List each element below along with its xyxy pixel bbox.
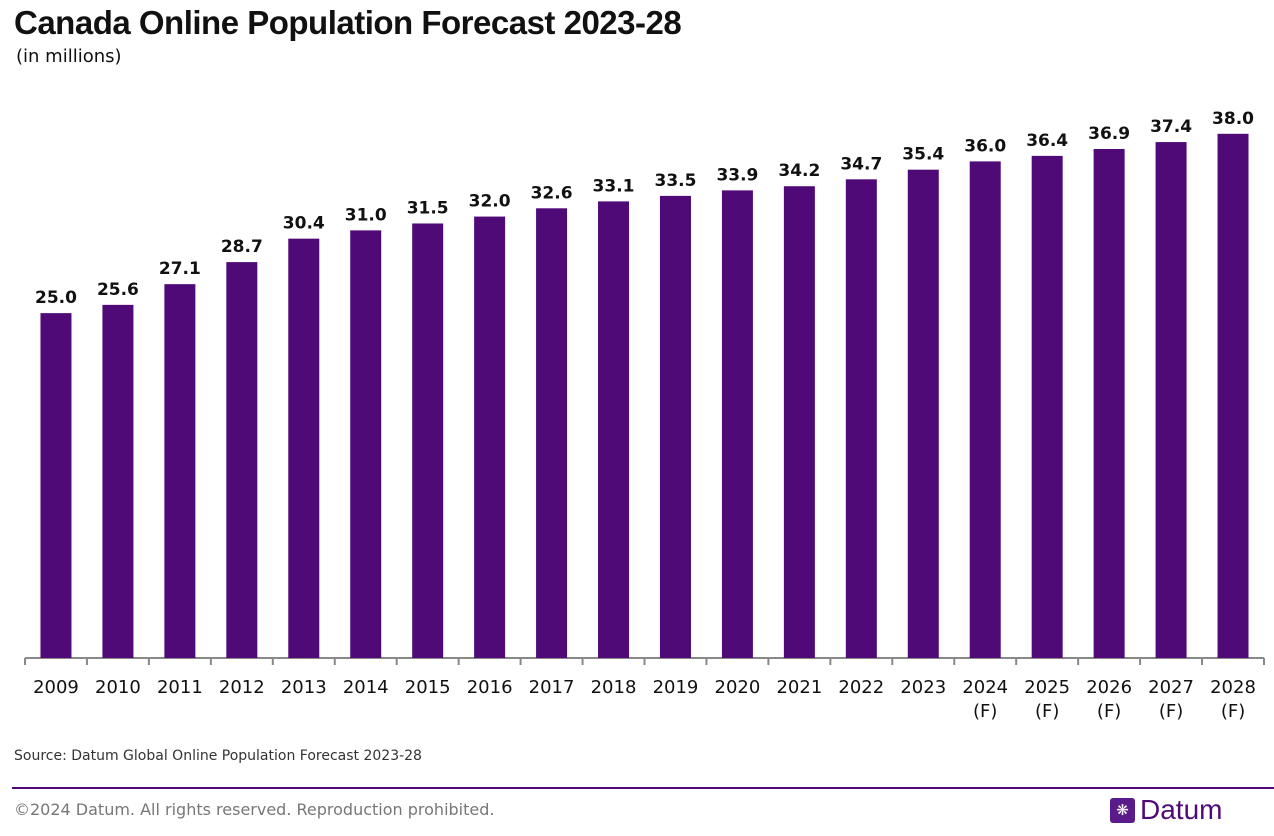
data-label: 32.0	[469, 192, 511, 212]
data-label: 32.6	[531, 183, 573, 203]
bar	[164, 284, 196, 658]
datum-logo: ❋ Datum	[1110, 794, 1222, 826]
x-tick-label: 2018	[591, 677, 637, 698]
footer-divider	[12, 787, 1274, 789]
data-label: 36.9	[1088, 124, 1130, 144]
data-label: 36.4	[1026, 131, 1068, 151]
bar	[102, 304, 134, 658]
data-label: 30.4	[283, 214, 325, 234]
x-tick-label: 2027	[1148, 677, 1194, 698]
bar	[1031, 155, 1063, 658]
data-label: 35.4	[902, 145, 944, 165]
x-tick-label: (F)	[1159, 701, 1183, 722]
x-tick-label: 2015	[405, 677, 451, 698]
data-label: 27.1	[159, 259, 201, 279]
x-tick-label: 2016	[467, 677, 513, 698]
x-tick-label: 2021	[776, 677, 822, 698]
bar	[288, 238, 320, 659]
data-label: 37.4	[1150, 117, 1192, 137]
bar	[350, 230, 382, 659]
bar	[40, 313, 72, 658]
data-label: 25.6	[97, 280, 139, 300]
bar	[598, 201, 630, 658]
bar	[907, 169, 939, 658]
globe-icon: ❋	[1110, 797, 1135, 823]
bar	[783, 186, 815, 658]
x-tick-label: 2022	[838, 677, 884, 698]
x-tick-label: (F)	[1035, 701, 1059, 722]
bar	[226, 262, 258, 658]
x-tick-label: 2024	[962, 677, 1008, 698]
source-note: Source: Datum Global Online Population F…	[14, 748, 422, 764]
bar	[1217, 133, 1249, 658]
bar	[1093, 148, 1125, 658]
bar	[412, 223, 444, 659]
bar	[721, 190, 753, 658]
x-tick-label: 2023	[900, 677, 946, 698]
bar	[845, 179, 877, 658]
data-label: 34.2	[778, 161, 820, 181]
copyright: ©2024 Datum. All rights reserved. Reprod…	[14, 800, 495, 819]
x-tick-label: 2010	[95, 677, 141, 698]
chart-title: Canada Online Population Forecast 2023-2…	[14, 4, 682, 41]
bar	[969, 161, 1001, 658]
data-label: 34.7	[840, 154, 882, 174]
bar-chart: 25.0 2009 25.6 2010 27.1 2011 28.7 2012 30.4 2013…	[24, 109, 1265, 722]
x-tick-label: 2013	[281, 677, 327, 698]
data-label: 31.0	[345, 205, 387, 225]
x-tick-label: 2025	[1024, 677, 1070, 698]
x-tick-label: (F)	[1097, 701, 1121, 722]
x-tick-label: 2012	[219, 677, 265, 698]
data-label: 25.0	[35, 288, 77, 308]
x-tick-label: (F)	[1221, 701, 1245, 722]
x-tick-label: 2017	[529, 677, 575, 698]
x-tick-label: 2019	[653, 677, 699, 698]
data-label: 33.9	[716, 165, 758, 185]
logo-text: Datum	[1140, 794, 1223, 825]
x-tick-label: 2011	[157, 677, 203, 698]
x-tick-label: 2014	[343, 677, 389, 698]
bar	[1155, 142, 1187, 658]
x-tick-label: 2020	[715, 677, 761, 698]
x-tick-label: 2028	[1210, 677, 1256, 698]
x-tick-label: 2026	[1086, 677, 1132, 698]
bar	[536, 208, 568, 658]
bar	[474, 216, 506, 659]
data-label: 31.5	[407, 198, 449, 218]
x-tick-label: 2009	[33, 677, 79, 698]
data-label: 36.0	[964, 136, 1006, 156]
data-label: 28.7	[221, 237, 263, 257]
x-tick-label: (F)	[973, 701, 997, 722]
bar	[659, 195, 691, 658]
data-label: 33.1	[593, 176, 635, 196]
data-label: 38.0	[1212, 109, 1254, 129]
data-label: 33.5	[654, 171, 696, 191]
chart-subtitle: (in millions)	[16, 46, 122, 67]
